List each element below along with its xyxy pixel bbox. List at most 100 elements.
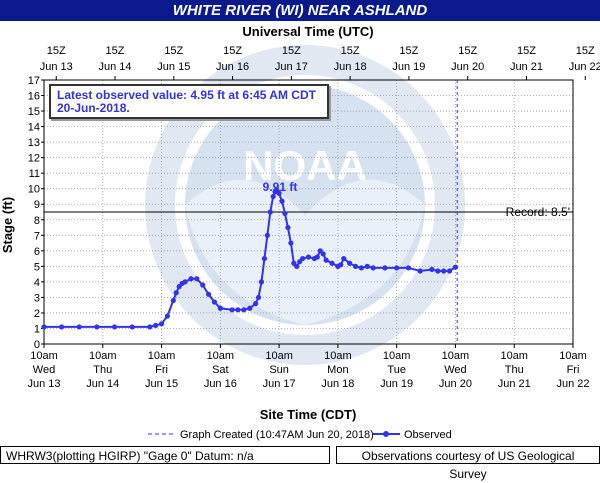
y-tick-label: 0 [34, 339, 40, 351]
x-tick-label: Sun [269, 364, 289, 376]
top-tick-label: Jun 19 [392, 61, 425, 73]
observed-point [94, 324, 100, 330]
observed-point [182, 279, 188, 285]
observed-point [76, 324, 82, 330]
chart-canvas: NOAA 0123456789101112131415161710amWedJu… [0, 24, 600, 441]
observed-point [147, 324, 153, 330]
svg-text:NOAA: NOAA [243, 142, 367, 189]
observed-point [285, 224, 291, 231]
observed-point [261, 255, 268, 262]
top-tick-label: 15Z [458, 45, 477, 57]
y-tick-label: 15 [28, 106, 40, 118]
observed-point [294, 263, 300, 269]
y-tick-label: 17 [28, 75, 40, 87]
y-tick-label: 1 [34, 323, 40, 335]
latest-observation-box: Latest observed value: 4.95 ft at 6:45 A… [49, 84, 329, 119]
top-tick-label: Jun 15 [157, 61, 190, 73]
y-tick-label: 2 [34, 308, 40, 320]
x-tick-label: Jun 22 [556, 378, 589, 390]
observed-point [305, 254, 312, 260]
x-tick-label: Jun 21 [498, 378, 531, 390]
observed-point [417, 268, 423, 274]
y-tick-label: 14 [28, 122, 40, 134]
y-tick-label: 12 [28, 153, 40, 165]
top-tick-label: Jun 20 [451, 61, 484, 73]
y-tick-label: 3 [34, 292, 40, 304]
top-tick-label: 15Z [223, 45, 242, 57]
top-axis-title: Universal Time (UTC) [242, 24, 373, 39]
top-tick-label: Jun 14 [99, 61, 132, 73]
x-tick-label: Jun 19 [380, 378, 413, 390]
x-tick-label: Wed [33, 364, 55, 376]
y-axis-title: Stage (ft) [0, 197, 15, 253]
x-tick-label: 10am [559, 350, 587, 362]
observed-point [300, 255, 306, 262]
observed-point [158, 321, 165, 327]
y-tick-label: 6 [34, 246, 40, 258]
x-tick-label: Fri [155, 364, 168, 376]
observed-point [320, 251, 326, 257]
x-tick-label: Jun 16 [204, 378, 237, 390]
x-tick-label: 10am [500, 350, 528, 362]
observed-point [173, 290, 179, 296]
x-tick-label: Tue [387, 364, 406, 376]
observed-point [329, 260, 335, 266]
x-tick-label: 10am [207, 350, 235, 362]
x-axis-title: Site Time (CDT) [260, 407, 357, 422]
observed-point [211, 299, 218, 305]
observed-point [282, 210, 288, 217]
y-tick-label: 10 [28, 184, 40, 196]
top-tick-label: Jun 21 [510, 61, 543, 73]
gauge-info-footer: WHRW3(plotting HGIRP) "Gage 0" Datum: n/… [0, 446, 330, 464]
chart-title: WHITE RIVER (WI) NEAR ASHLAND [0, 0, 600, 21]
observed-point [405, 265, 412, 271]
x-tick-label: 10am [30, 350, 58, 362]
observed-point [247, 305, 253, 311]
top-tick-label: 15Z [282, 45, 301, 57]
observed-point [164, 313, 171, 319]
observed-point [382, 265, 388, 271]
top-tick-label: Jun 18 [334, 61, 367, 73]
observed-point [253, 301, 259, 307]
legend: Graph Created (10:47AM Jun 20, 2018) Obs… [148, 429, 452, 441]
observed-point [429, 266, 435, 273]
observed-point [217, 305, 223, 311]
observed-point [153, 322, 159, 328]
peak-label: 9.91 ft [263, 180, 298, 194]
observed-point [229, 307, 235, 313]
observed-point [435, 268, 441, 274]
observed-point [194, 276, 200, 282]
top-tick-label: Jun 16 [216, 61, 249, 73]
y-tick-label: 13 [28, 137, 40, 149]
observed-point [264, 232, 270, 238]
x-tick-label: Wed [444, 364, 466, 376]
observed-point [452, 264, 459, 270]
top-tick-label: 15Z [399, 45, 418, 57]
observed-point [235, 307, 241, 313]
observed-point [358, 265, 364, 271]
top-tick-label: 15Z [106, 45, 125, 57]
latest-observation-line2: 20-Jun-2018. [57, 101, 130, 115]
observed-point [59, 324, 65, 330]
observed-point [338, 262, 344, 268]
x-tick-label: Jun 20 [439, 378, 472, 390]
x-tick-label: 10am [442, 350, 470, 362]
top-tick-label: 15Z [576, 45, 595, 57]
y-tick-label: 8 [34, 215, 40, 227]
legend-created-label: Graph Created (10:47AM Jun 20, 2018) [180, 429, 374, 441]
y-tick-label: 11 [29, 168, 40, 180]
observed-point [341, 255, 347, 262]
legend-observed-marker [383, 431, 389, 437]
x-tick-label: 10am [89, 350, 117, 362]
x-tick-label: 10am [383, 350, 411, 362]
observed-point [347, 260, 353, 266]
observed-point [129, 324, 135, 330]
x-tick-label: Thu [505, 364, 524, 376]
observed-point [200, 282, 206, 288]
y-tick-label: 7 [34, 230, 40, 242]
observed-point [41, 324, 47, 330]
x-tick-label: 10am [148, 350, 176, 362]
y-tick-label: 9 [34, 199, 40, 211]
observed-point [394, 265, 400, 271]
observed-point [352, 263, 359, 269]
